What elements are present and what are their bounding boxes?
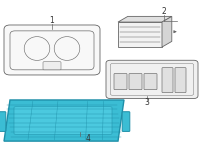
Text: 2: 2 xyxy=(162,7,166,16)
Text: 4: 4 xyxy=(86,134,90,143)
Polygon shape xyxy=(162,16,172,47)
FancyBboxPatch shape xyxy=(122,112,130,131)
Text: 1: 1 xyxy=(50,16,54,25)
FancyBboxPatch shape xyxy=(0,112,6,131)
FancyBboxPatch shape xyxy=(175,68,186,93)
Polygon shape xyxy=(118,22,162,47)
FancyBboxPatch shape xyxy=(144,74,157,90)
FancyBboxPatch shape xyxy=(14,107,112,135)
Polygon shape xyxy=(118,16,172,22)
FancyBboxPatch shape xyxy=(129,74,142,90)
FancyBboxPatch shape xyxy=(106,60,198,98)
Polygon shape xyxy=(4,100,124,141)
FancyBboxPatch shape xyxy=(4,25,100,75)
FancyBboxPatch shape xyxy=(114,74,127,90)
FancyBboxPatch shape xyxy=(43,62,61,70)
Text: 3: 3 xyxy=(145,98,149,107)
FancyBboxPatch shape xyxy=(162,68,173,93)
